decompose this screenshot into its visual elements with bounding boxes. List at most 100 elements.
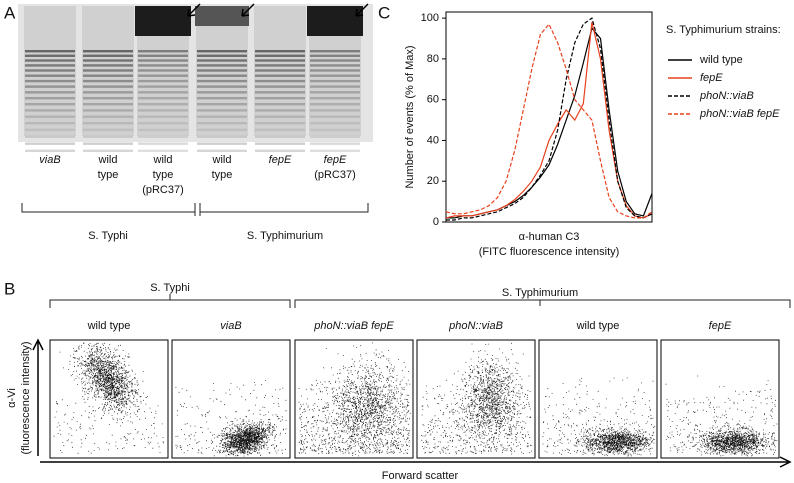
column-label: viaB (220, 320, 241, 332)
band (83, 109, 133, 112)
band (138, 109, 188, 112)
group-label: S. Typhi (150, 282, 190, 294)
band (138, 64, 188, 67)
lane-label: (pRC37) (142, 184, 184, 196)
lane-label: (pRC37) (314, 169, 356, 181)
panel-label: C (378, 3, 390, 22)
band (138, 122, 188, 125)
arrow (187, 3, 201, 17)
band (138, 54, 188, 57)
bracket (199, 203, 369, 216)
band (83, 85, 133, 88)
band (255, 96, 305, 100)
band (197, 54, 247, 57)
y-tick-label: 60 (427, 94, 439, 106)
x-arrow (40, 456, 792, 468)
band (310, 149, 360, 153)
band (83, 149, 133, 153)
y-tick-label: 100 (421, 12, 439, 24)
lane-label: wild (212, 154, 232, 166)
band (83, 79, 133, 83)
scatter-dots (298, 342, 411, 457)
bracket (21, 203, 196, 216)
lane-label: type (153, 169, 174, 181)
band (25, 115, 75, 118)
band (83, 96, 133, 100)
band (138, 135, 188, 138)
band (197, 64, 247, 67)
band (255, 142, 305, 145)
band (25, 149, 75, 153)
scatter-dots (53, 342, 164, 454)
band (25, 54, 75, 57)
band (83, 64, 133, 67)
band (310, 59, 360, 62)
band (138, 79, 188, 83)
band (310, 69, 360, 72)
band (83, 54, 133, 57)
band (255, 135, 305, 138)
band (197, 103, 247, 106)
band (255, 115, 305, 118)
band (83, 91, 133, 94)
group-label: S. Typhi (88, 230, 128, 242)
band (255, 79, 305, 83)
panel-label: B (4, 279, 15, 298)
band (138, 149, 188, 153)
band (310, 64, 360, 67)
band (138, 50, 188, 53)
group-label: S. Typhimurium (247, 230, 323, 242)
band (25, 64, 75, 67)
lane-label: wild (98, 154, 118, 166)
band (138, 91, 188, 94)
band (197, 96, 247, 100)
band (25, 109, 75, 112)
y-tick-label: 20 (427, 175, 439, 187)
band (310, 103, 360, 106)
band (310, 54, 360, 57)
band (310, 115, 360, 118)
band (83, 122, 133, 125)
band (25, 59, 75, 62)
band (197, 149, 247, 153)
band (138, 59, 188, 62)
series-line (446, 17, 653, 221)
band (255, 69, 305, 72)
plot-frame (538, 339, 658, 459)
band (197, 59, 247, 62)
band (197, 122, 247, 125)
band (255, 149, 305, 153)
band (197, 69, 247, 72)
y-arrow (32, 338, 44, 456)
band (197, 109, 247, 112)
lane-smear (135, 6, 191, 36)
band (310, 91, 360, 94)
series-line (445, 23, 653, 219)
gel-image (18, 4, 373, 153)
band (83, 128, 133, 132)
band (25, 91, 75, 94)
band (197, 128, 247, 132)
group-label: S. Typhimurium (502, 287, 578, 299)
band (255, 54, 305, 57)
band (255, 91, 305, 94)
lane-label: fepE (324, 154, 347, 166)
legend-label: phoN::viaB (699, 90, 754, 102)
plot-frame (445, 11, 653, 223)
band (310, 142, 360, 145)
plot-frame (294, 339, 414, 459)
band (138, 85, 188, 88)
band (310, 96, 360, 100)
band (25, 74, 75, 77)
band (25, 142, 75, 145)
band (25, 69, 75, 72)
band (25, 135, 75, 138)
y-axis-label: (fluorescence intensity) (20, 341, 32, 454)
band (83, 50, 133, 53)
y-tick-label: 0 (433, 216, 439, 228)
column-label: phoN::viaB fepE (313, 320, 394, 332)
band (310, 50, 360, 53)
scatter-dots (542, 377, 656, 457)
band (25, 85, 75, 88)
bracket (294, 299, 791, 308)
